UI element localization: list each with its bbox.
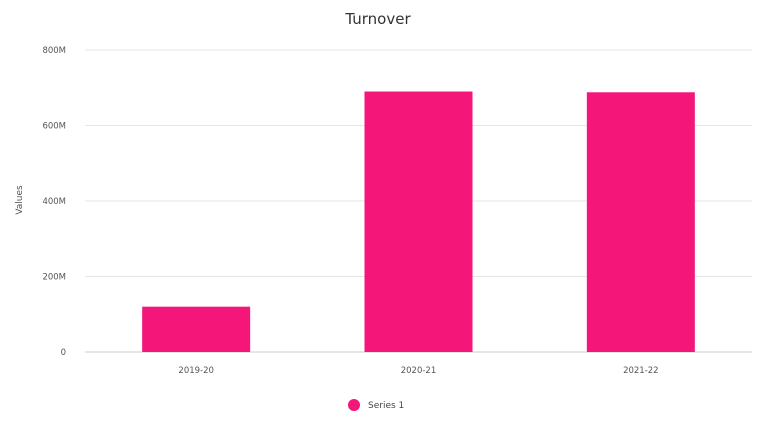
y-axis-ticks: 0 200M 400M 600M 800M [42, 46, 66, 358]
y-tick-label: 600M [42, 122, 66, 132]
y-tick-label: 800M [42, 46, 66, 56]
bars [142, 91, 695, 353]
legend-label: Series 1 [368, 401, 404, 411]
bar-2020-21[interactable] [364, 91, 473, 353]
y-tick-label: 200M [42, 273, 66, 283]
y-tick-label: 0 [61, 348, 66, 358]
x-tick-label: 2021-22 [623, 366, 659, 376]
y-tick-label: 400M [42, 197, 66, 207]
chart-title: Turnover [344, 10, 411, 28]
x-tick-label: 2020-21 [401, 366, 437, 376]
bar-2021-22[interactable] [586, 92, 695, 352]
legend[interactable]: Series 1 [348, 399, 404, 411]
bar-2019-20[interactable] [142, 306, 251, 352]
x-tick-label: 2019-20 [178, 366, 214, 376]
legend-marker [348, 399, 360, 411]
x-axis-ticks: 2019-20 2020-21 2021-22 [178, 366, 658, 376]
y-axis-label: Values [15, 185, 25, 215]
